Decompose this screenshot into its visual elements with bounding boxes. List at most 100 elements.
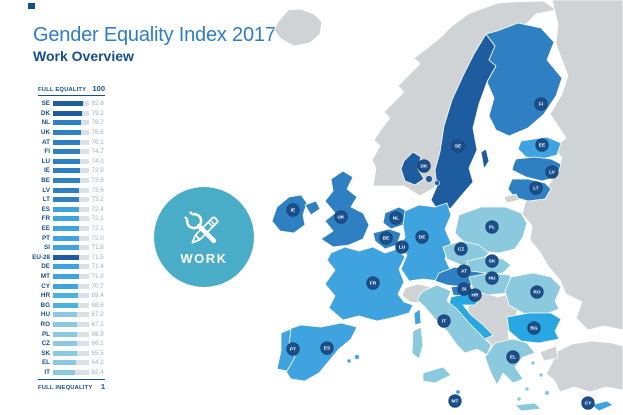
work-label: WORK xyxy=(180,250,228,266)
bar-value: 68.6 xyxy=(91,301,104,309)
svg-text:CZ: CZ xyxy=(458,247,464,253)
svg-text:CY: CY xyxy=(585,401,592,407)
svg-text:NL: NL xyxy=(393,216,399,222)
country-cy xyxy=(590,400,614,412)
bar-fill xyxy=(53,245,79,251)
country-dk xyxy=(400,151,425,186)
bar-track xyxy=(53,254,89,260)
country-code-label: NL xyxy=(41,119,50,127)
svg-text:HR: HR xyxy=(472,293,479,299)
bar-fill xyxy=(53,187,80,193)
map-badge-pt: PT xyxy=(286,342,300,356)
work-badge: WORK xyxy=(154,187,254,287)
map-badge-uk: UK xyxy=(334,210,348,224)
map-badge-dk: DK xyxy=(417,159,431,173)
chart-row-it: IT 62.4 xyxy=(27,368,111,378)
chart-row-nl: NL 76.7 xyxy=(27,118,111,128)
country-code-label: ES xyxy=(41,205,50,213)
svg-text:EE: EE xyxy=(539,143,546,149)
bar-value: 71.8 xyxy=(91,244,104,252)
country-uk xyxy=(304,200,321,216)
svg-text:ES: ES xyxy=(324,346,331,352)
chart-row-fi: FI 74.7 xyxy=(27,147,111,157)
country-el xyxy=(530,360,536,366)
country-el xyxy=(524,386,530,392)
chart-row-mt: MT 71.0 xyxy=(27,272,111,282)
svg-text:DK: DK xyxy=(421,164,428,170)
svg-text:DE: DE xyxy=(419,235,426,241)
country-code-label: LT xyxy=(42,196,50,204)
country-es xyxy=(346,358,352,364)
map-badge-it: IT xyxy=(437,314,451,328)
scale-max-value: 100 xyxy=(92,84,105,93)
bar-track xyxy=(53,139,89,145)
country-code-label: HU xyxy=(40,311,50,319)
wrench-pencil-icon xyxy=(184,210,219,244)
country-pt xyxy=(276,328,296,372)
bar-value: 76.7 xyxy=(91,119,104,127)
chart-row-pt: PT 72.0 xyxy=(27,233,111,243)
bar-track xyxy=(53,168,89,174)
chart-row-es: ES 72.4 xyxy=(27,205,111,215)
non-eu-land-5 xyxy=(545,340,623,393)
non-eu-enclave-0 xyxy=(503,193,520,204)
map-badge-nl: NL xyxy=(389,211,403,225)
bar-fill xyxy=(53,206,80,212)
map-badge-bg: BG xyxy=(527,321,541,335)
svg-text:LV: LV xyxy=(549,170,556,176)
map-badge-sk: SK xyxy=(485,254,499,268)
country-el xyxy=(544,390,550,396)
chart-row-be: BE 73.8 xyxy=(27,176,111,186)
bar-track xyxy=(53,369,89,375)
bar-fill xyxy=(53,226,79,232)
chart-row-uk: UK 76.6 xyxy=(27,128,111,138)
bar-value: 74.7 xyxy=(91,148,104,156)
country-code-label: RO xyxy=(40,320,50,328)
svg-text:IE: IE xyxy=(291,208,296,214)
map-badge-ro: RO xyxy=(530,285,544,299)
bar-value: 76.6 xyxy=(91,129,104,137)
country-se xyxy=(480,148,490,170)
chart-row-cz: CZ 66.1 xyxy=(27,339,111,349)
country-code-label: PT xyxy=(41,234,50,242)
country-code-label: EE xyxy=(41,225,50,233)
bar-fill xyxy=(53,254,79,260)
svg-text:UK: UK xyxy=(338,215,345,221)
country-dk xyxy=(425,175,433,183)
map-badge-ie: IE xyxy=(286,203,300,217)
svg-text:PT: PT xyxy=(290,347,296,353)
non-eu-land-0 xyxy=(273,8,323,47)
svg-text:IT: IT xyxy=(442,319,446,325)
bar-fill xyxy=(53,369,76,375)
bar-value: 82.6 xyxy=(91,100,104,108)
bar-track xyxy=(53,110,89,116)
country-code-label: CY xyxy=(41,282,50,290)
country-code-label: DE xyxy=(41,263,50,271)
non-eu-land-6 xyxy=(539,345,559,362)
country-code-label: DK xyxy=(40,109,50,117)
bar-track xyxy=(53,331,89,337)
bar-fill xyxy=(53,110,82,116)
chart-row-ie: IE 73.9 xyxy=(27,166,111,176)
country-it xyxy=(411,326,424,360)
country-mt xyxy=(455,389,461,395)
chart-row-hu: HU 67.2 xyxy=(27,310,111,320)
bar-fill xyxy=(53,168,80,174)
svg-text:LT: LT xyxy=(533,186,539,192)
chart-row-at: AT 76.1 xyxy=(27,137,111,147)
chart-row-si: SI 71.8 xyxy=(27,243,111,253)
full-inequality-label: FULL INEQUALITY xyxy=(38,385,93,392)
non-eu-land-2 xyxy=(521,0,623,331)
chart-row-lu: LU 74.0 xyxy=(27,157,111,167)
country-code-label: CZ xyxy=(41,340,50,348)
country-es xyxy=(354,354,360,360)
map-badge-lu: LU xyxy=(395,240,409,254)
bar-fill xyxy=(53,331,78,337)
page-subtitle: Work Overview xyxy=(33,48,134,64)
bar-value: 70.7 xyxy=(91,282,104,290)
chart-row-fr: FR 72.1 xyxy=(27,214,111,224)
country-code-label: IE xyxy=(44,167,50,175)
bar-track xyxy=(53,293,89,299)
bar-fill xyxy=(53,120,81,126)
